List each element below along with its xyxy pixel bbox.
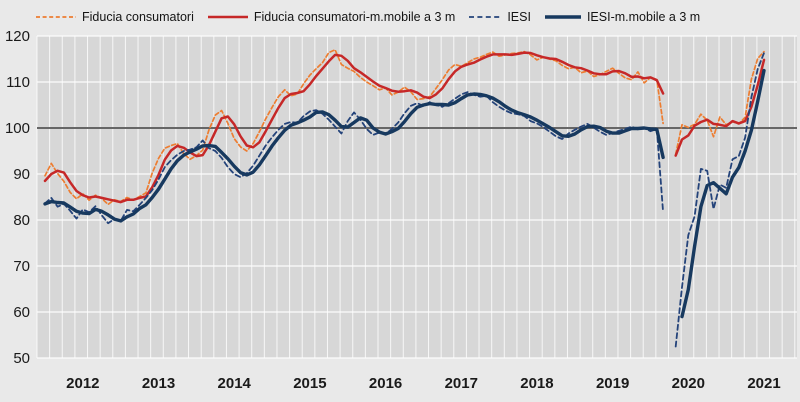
y-axis-label: 110	[6, 74, 30, 91]
x-axis-label: 2016	[369, 375, 402, 392]
y-axis-label: 60	[13, 304, 30, 321]
x-axis-label: 2012	[66, 375, 99, 392]
y-axis-label: 90	[13, 166, 30, 183]
x-axis-label: 2017	[445, 375, 478, 392]
legend-item-fiducia-consumatori-mm3: Fiducia consumatori-m.mobile a 3 m	[207, 10, 456, 24]
y-axis-label: 80	[13, 212, 30, 229]
legend-label: IESI-m.mobile a 3 m	[586, 10, 701, 24]
x-axis-label: 2013	[142, 375, 175, 392]
legend-line-sample-solid-navy	[544, 15, 581, 19]
legend-line-sample-dashed-navy	[469, 16, 502, 18]
x-axis-label: 2015	[293, 375, 326, 392]
legend-line-sample-dashed-orange	[36, 16, 76, 18]
legend-label: Fiducia consumatori	[82, 10, 194, 24]
legend-label: IESI	[507, 10, 531, 24]
y-axis-label: 100	[5, 120, 30, 137]
legend-line-sample-solid-red	[207, 15, 248, 19]
x-axis-label: 2021	[747, 375, 780, 392]
chart-legend: Fiducia consumatori Fiducia consumatori-…	[36, 5, 700, 29]
legend-label: Fiducia consumatori-m.mobile a 3 m	[253, 10, 456, 24]
legend-item-fiducia-consumatori: Fiducia consumatori	[36, 10, 194, 24]
x-axis-label: 2020	[672, 375, 705, 392]
legend-item-iesi-mm3: IESI-m.mobile a 3 m	[544, 10, 701, 24]
y-axis-label: 50	[13, 350, 30, 367]
x-axis-label: 2014	[218, 375, 252, 392]
series-line-iesi_ma	[43, 68, 766, 319]
legend-item-iesi: IESI	[469, 10, 531, 24]
series-line-iesi	[44, 52, 765, 348]
series-line-cc	[44, 48, 765, 206]
y-axis-label: 70	[13, 258, 30, 275]
x-axis-label: 2018	[520, 375, 553, 392]
x-axis-label: 2019	[596, 375, 629, 392]
y-axis-label: 120	[5, 28, 30, 45]
